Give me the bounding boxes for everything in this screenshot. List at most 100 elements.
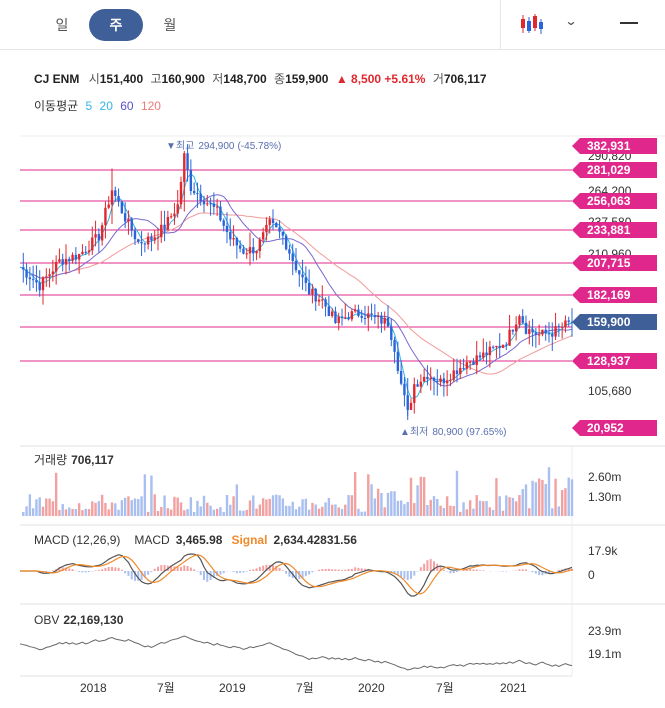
y-tick-label: 105,680 <box>588 384 632 398</box>
tab-day[interactable]: 일 <box>55 17 69 33</box>
macd-histogram-bar <box>442 569 445 571</box>
macd-histogram-bar <box>472 569 475 571</box>
volume-bar <box>547 467 551 516</box>
candle-body <box>28 277 32 280</box>
volume-bar <box>143 474 147 516</box>
level-tag <box>572 162 657 178</box>
candle-body <box>432 377 436 381</box>
level-tag-label: 207,715 <box>587 256 631 270</box>
candle-body <box>258 239 262 252</box>
volume-y-tick: 2.60m <box>588 470 621 484</box>
candle-body <box>255 251 258 254</box>
macd-histogram-bar <box>265 564 268 571</box>
bottom-level-label: 20,952 <box>587 421 624 435</box>
candlestick-chart-icon[interactable] <box>520 13 546 35</box>
low-annotation-value: 80,900 <box>432 427 463 438</box>
macd-histogram-bar <box>324 568 327 571</box>
level-tag <box>572 193 657 209</box>
macd-histogram-bar <box>479 570 481 571</box>
candle-body <box>48 274 51 277</box>
macd-histogram-bar <box>235 571 238 574</box>
volume-bar <box>452 506 455 516</box>
macd-histogram-bar <box>288 571 291 577</box>
volume-bar <box>196 500 199 516</box>
macd-histogram-bar <box>295 571 297 580</box>
volume-bar <box>380 492 383 516</box>
volume-bar <box>77 503 81 516</box>
low-arrow-icon: ▲ <box>400 427 410 438</box>
candle-body <box>501 344 505 348</box>
macd-histogram-bar <box>157 566 159 571</box>
volume-bar <box>87 509 91 516</box>
volume-bar <box>281 498 285 516</box>
candle-body <box>564 320 567 327</box>
volume-bar <box>255 508 258 516</box>
macd-histogram-bar <box>114 567 117 571</box>
candle-body <box>370 313 373 316</box>
volume-bar <box>252 495 255 516</box>
candle-body <box>196 193 199 195</box>
candle-body <box>373 315 377 318</box>
candle-body <box>54 261 58 272</box>
volume-bar <box>514 501 518 516</box>
level-tag <box>572 287 657 303</box>
candle-body <box>268 219 271 225</box>
obv-y-tick: 19.1m <box>588 647 621 661</box>
volume-bar <box>235 484 239 516</box>
candle-body <box>518 316 521 325</box>
macd-histogram-bar <box>429 559 432 571</box>
low-annotation-label: 최저 <box>410 426 428 438</box>
candle-body <box>261 232 265 240</box>
high-annotation-value: 294,900 <box>198 141 235 152</box>
volume-bar <box>337 507 340 516</box>
x-tick-label: 7월 <box>436 681 454 695</box>
macd-histogram-bar <box>199 571 202 576</box>
chevron-down-icon[interactable]: ⌄ <box>564 14 578 28</box>
macd-histogram-bar <box>272 565 274 571</box>
candle-body <box>376 315 380 318</box>
macd-histogram-bar <box>406 571 409 581</box>
volume-bar <box>488 507 492 516</box>
macd-histogram-bar <box>206 571 209 582</box>
volume-bar <box>186 509 189 516</box>
macd-histogram-bar <box>58 567 61 571</box>
ma-120: 120 <box>140 99 161 113</box>
volume-bar <box>557 506 561 516</box>
macd-histogram-bar <box>180 566 182 571</box>
moving-average-lines <box>19 173 573 399</box>
close-label: 종 <box>274 72 286 86</box>
volume-bar <box>317 508 321 516</box>
macd-y-tick: 0 <box>588 568 595 582</box>
menu-icon[interactable] <box>620 22 638 24</box>
volume-bar <box>199 506 202 516</box>
candle-body <box>304 277 308 283</box>
candle-body <box>327 306 331 316</box>
candle-body <box>340 316 344 318</box>
level-tag-label: 182,169 <box>587 288 631 302</box>
tab-week[interactable]: 주 <box>89 9 143 41</box>
candle-body <box>551 333 554 337</box>
macd-histogram-bar <box>258 566 261 571</box>
volume-bar <box>367 474 370 516</box>
volume-bar <box>439 505 442 516</box>
macd-histogram-bar <box>219 571 222 575</box>
candle-body <box>301 274 304 278</box>
candle-body <box>294 260 298 271</box>
macd-histogram-bar <box>426 560 429 571</box>
volume-bar <box>350 495 354 516</box>
period-tab-bar: 일 주 월 ⌄ <box>0 0 665 50</box>
volume-bar <box>229 504 232 516</box>
candle-body <box>465 362 469 369</box>
macd-histogram-bar <box>462 569 465 571</box>
high-arrow-icon: ▼ <box>166 141 176 152</box>
candle-body <box>419 381 423 387</box>
volume-bar <box>357 508 360 516</box>
volume-bar <box>491 509 495 516</box>
tab-month[interactable]: 월 <box>163 17 177 33</box>
volume-bar <box>567 477 570 516</box>
low-label: 저 <box>212 72 224 86</box>
candle-body <box>140 241 143 244</box>
candle-body <box>334 311 337 324</box>
candle-body <box>380 315 383 324</box>
